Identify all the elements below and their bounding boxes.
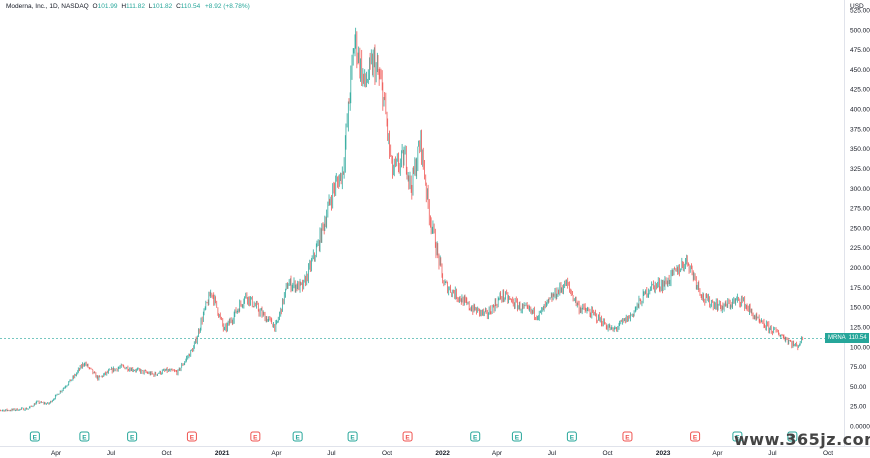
earnings-marker-label: E — [515, 435, 520, 442]
x-tick-label: Jul — [768, 450, 777, 457]
x-tick-label: Apr — [51, 450, 62, 457]
y-tick-label: 325.00 — [850, 166, 870, 173]
y-tick-label: 125.00 — [850, 324, 870, 331]
earnings-marker-label: E — [33, 435, 38, 442]
earnings-marker[interactable]: E — [566, 431, 577, 442]
y-tick-label: 150.00 — [850, 305, 870, 312]
x-tick-label: Oct — [382, 450, 392, 457]
earnings-marker-label: E — [790, 435, 795, 442]
y-tick-label: 500.00 — [850, 27, 870, 34]
x-tick-label: Jul — [548, 450, 557, 457]
y-tick-label: 425.00 — [850, 87, 870, 94]
last-price-badge: MRNA 110.54 — [825, 333, 869, 343]
earnings-marker-label: E — [625, 435, 630, 442]
close-label: C — [176, 3, 181, 10]
symbol-title[interactable]: Moderna, Inc., 1D, NASDAQ — [6, 3, 89, 10]
y-tick-label: 200.00 — [850, 265, 870, 272]
earnings-marker[interactable]: E — [127, 431, 138, 442]
x-tick-label: Oct — [602, 450, 612, 457]
open-value: 101.99 — [97, 3, 118, 10]
earnings-marker-label: E — [693, 435, 698, 442]
earnings-marker[interactable]: E — [622, 431, 633, 442]
high-label: H — [121, 3, 127, 10]
y-tick-label: 25.00 — [850, 404, 867, 411]
watermark: www.365jz.com — [734, 430, 870, 449]
earnings-marker[interactable]: E — [79, 431, 90, 442]
earnings-marker-label: E — [473, 435, 478, 442]
earnings-marker[interactable]: E — [511, 431, 522, 442]
earnings-marker[interactable]: E — [29, 431, 40, 442]
x-tick-label: Apr — [712, 450, 723, 457]
badge-ticker: MRNA — [828, 335, 846, 341]
earnings-marker-label: E — [295, 435, 300, 442]
earnings-marker-label: E — [253, 435, 258, 442]
x-tick-label: 2021 — [215, 450, 230, 457]
earnings-marker[interactable]: E — [690, 431, 701, 442]
earnings-marker-label: E — [735, 435, 740, 442]
y-tick-label: 450.00 — [850, 67, 870, 74]
y-tick-label: 275.00 — [850, 206, 870, 213]
y-tick-label: 400.00 — [850, 107, 870, 114]
currency-label[interactable]: USD — [850, 3, 864, 10]
x-tick-label: Apr — [271, 450, 282, 457]
chart-legend: Moderna, Inc., 1D, NASDAQ O101.99 H111.8… — [6, 3, 250, 10]
y-tick-label: 50.00 — [850, 384, 867, 391]
earnings-marker[interactable]: E — [292, 431, 303, 442]
earnings-marker-label: E — [82, 435, 87, 442]
earnings-marker[interactable]: E — [402, 431, 413, 442]
time-axis[interactable]: Apr Jul Oct 2021 Apr Jul Oct 2022 Apr Jul Oct 2023 A… — [51, 450, 833, 457]
high-value: 111.82 — [126, 3, 145, 10]
open-label: O — [92, 3, 98, 10]
y-tick-label: 75.00 — [850, 364, 867, 371]
y-tick-label: 475.00 — [850, 47, 870, 54]
earnings-marker-label: E — [350, 435, 355, 442]
y-tick-label: 525.00 — [850, 8, 870, 15]
badge-price: 110.54 — [848, 335, 867, 341]
y-tick-label: 225.00 — [850, 245, 870, 252]
x-tick-label: Jul — [107, 450, 116, 457]
y-tick-label: 300.00 — [850, 186, 870, 193]
earnings-marker[interactable]: E — [347, 431, 358, 442]
earnings-marker[interactable]: E — [470, 431, 481, 442]
x-tick-label: Oct — [161, 450, 171, 457]
x-tick-label: Oct — [823, 450, 833, 457]
x-tick-label: 2023 — [656, 450, 671, 457]
x-tick-label: Apr — [492, 450, 503, 457]
earnings-marker[interactable]: E — [732, 431, 743, 442]
earnings-marker-label: E — [130, 435, 135, 442]
earnings-marker[interactable]: E — [250, 431, 261, 442]
y-tick-label: 250.00 — [850, 225, 870, 232]
y-tick-label: 175.00 — [850, 285, 870, 292]
low-label: L — [148, 3, 153, 10]
y-tick-label: 350.00 — [850, 146, 870, 153]
earnings-marker[interactable]: E — [186, 431, 197, 442]
y-tick-label: 100.00 — [850, 344, 870, 351]
earnings-marker-label: E — [405, 435, 410, 442]
y-tick-label: 0.0000 — [850, 424, 870, 431]
change-value: +8.92 (+8.78%) — [205, 3, 250, 10]
earnings-marker[interactable]: E — [787, 431, 798, 442]
price-axis[interactable]: 525.00 500.00 475.00 450.00 425.00 400.00 375.… — [850, 8, 870, 431]
earnings-marker-label: E — [190, 435, 195, 442]
x-tick-label: Jul — [327, 450, 336, 457]
earnings-marker-label: E — [570, 435, 575, 442]
candlestick-series — [0, 27, 804, 412]
close-value: 110.54 — [180, 3, 201, 10]
y-tick-label: 375.00 — [850, 126, 870, 133]
x-tick-label: 2022 — [435, 450, 450, 457]
low-value: 101.82 — [152, 3, 173, 10]
